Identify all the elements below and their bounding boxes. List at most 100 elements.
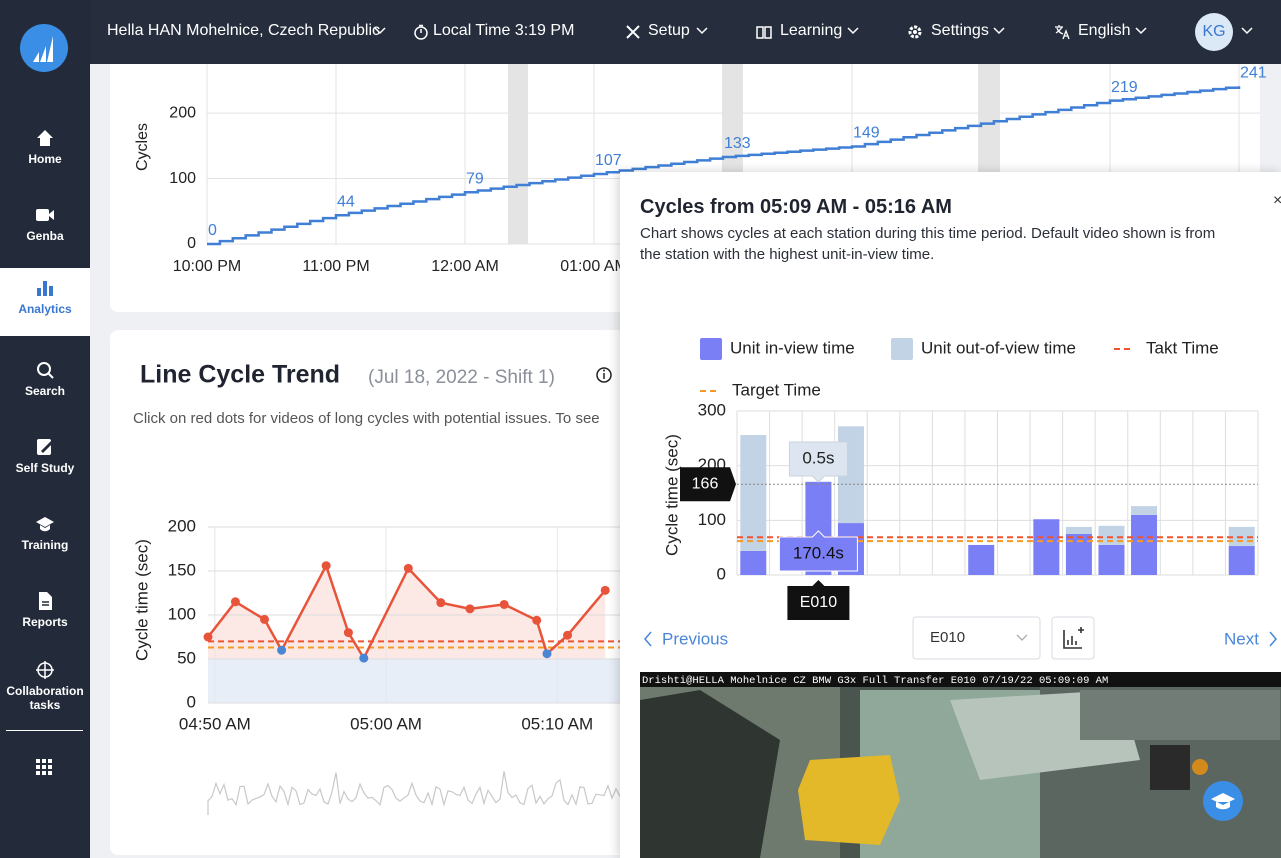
nav-analytics[interactable]: Analytics [0,268,90,336]
cycle-point[interactable] [532,615,542,625]
user-avatar[interactable]: KG [1195,13,1233,51]
cycles-panel: × Unit in-view time Unit out-of-view time… [620,172,1281,858]
cycle-point[interactable] [465,604,475,614]
sidebar: Home Genba Analytics Search Self Study T… [0,0,90,858]
data-label: 133 [724,135,751,152]
downtime-band [508,64,528,244]
y-tick-label: 50 [177,648,196,667]
nav-home[interactable]: Home [0,118,90,186]
cycle-point[interactable] [403,563,413,573]
cycle-point[interactable] [542,649,552,659]
menu-language[interactable]: English [1078,22,1131,39]
chevron [696,27,708,35]
nav-label: Self Study [15,461,75,475]
chart-button[interactable] [1051,616,1095,660]
tooltip-label: 0.5s [802,448,834,467]
card-description: Click on red dots for videos of long cyc… [133,410,600,427]
cycle-point[interactable] [260,614,269,624]
data-label: 79 [466,171,484,188]
cycle-point[interactable] [343,628,353,638]
video-overlay: Drishti@HELLA Mohelnice CZ BMW G3x Full … [642,675,1108,687]
trend-chart: 0 50 100 150 200 04:50 AM 05:00 AM 05:10 AM Cycl… [132,516,660,733]
setup-icon [626,25,640,39]
cycle-point[interactable] [359,653,369,663]
nav-label: Analytics [18,302,72,316]
bar-segment[interactable] [1033,519,1060,575]
nav-genba[interactable]: Genba [0,195,90,263]
card-title: Line Cycle Trend [140,361,340,389]
bar-segment[interactable] [1098,544,1125,575]
plant-selector[interactable]: Hella HAN Mohelnice, Czech Republic [107,22,381,39]
menu-setup[interactable]: Setup [648,22,690,39]
crosshair-tag [680,467,736,502]
cycle-point[interactable] [203,632,213,642]
next-button[interactable]: Next [1224,629,1277,648]
data-label: 0 [208,222,217,239]
bar-segment[interactable] [1065,526,1092,534]
bar-segment[interactable] [740,435,767,551]
panel-description: Chart shows cycles at each station durin… [640,225,1216,263]
x-tick-label: 11:00 PM [302,258,369,275]
topbar: Hella HAN Mohelnice, Czech Republic Loca… [90,0,1281,64]
legend-label: Target Time [732,380,821,399]
bar-segment[interactable] [968,544,995,575]
learning-icon [756,26,772,39]
cycle-point[interactable] [230,597,240,607]
y-tick-label: 100 [168,604,196,623]
overview-brush [207,771,621,815]
chevron [847,27,859,35]
nav-training[interactable]: Training [0,504,90,572]
local-time: Local Time 3:19 PM [433,22,575,39]
cycle-point[interactable] [600,585,610,595]
bar-segment[interactable] [1131,506,1158,515]
panel-canvas: × Unit in-view time Unit out-of-view time… [640,192,1281,858]
nav-self-study[interactable]: Self Study [0,427,90,495]
bar-segment[interactable] [1228,546,1255,575]
cycle-point[interactable] [321,561,331,571]
data-label: 107 [595,152,622,169]
nav-reports[interactable]: Reports [0,581,90,649]
tooltip-box [778,530,858,572]
legend-label: Unit in-view time [730,338,855,357]
nav-label: Collaboration tasks [6,684,84,712]
previous-label: Previous [662,629,728,648]
y-axis-label: Cycle time (sec) [132,539,151,661]
y-tick-label: 200 [168,516,196,535]
nav-label: Home [28,152,62,166]
x-tick-label: 01:00 AM [560,258,628,275]
chevron [1241,27,1253,35]
y-tick-label: 0 [187,235,196,252]
previous-button[interactable]: Previous [644,629,728,648]
close-button[interactable]: × [1273,192,1281,209]
cycle-point[interactable] [277,645,287,655]
info-icon[interactable] [596,367,612,383]
station-dropdown[interactable]: E010 [912,616,1041,660]
nav-label: Training [21,538,69,552]
nav-collaboration[interactable]: Collaboration tasks [0,650,90,718]
data-label: 241 [1240,64,1267,81]
panel-title: Cycles from 05:09 AM - 05:16 AM [640,196,952,218]
logo [20,24,68,72]
bar-segment[interactable] [1131,514,1158,575]
station-tag [787,580,850,620]
help-button[interactable] [1203,781,1243,821]
nav-search[interactable]: Search [0,350,90,418]
y-tick-label: 100 [698,510,726,529]
menu-settings[interactable]: Settings [931,22,989,39]
cycle-point[interactable] [499,599,509,609]
crosshair-label: 166 [692,475,719,492]
settings-icon [908,25,922,39]
nav-label: Search [24,384,66,398]
cycle-point[interactable] [436,598,446,608]
cycle-point[interactable] [563,630,573,640]
bar-segment[interactable] [740,550,767,575]
menu-learning[interactable]: Learning [780,22,843,39]
legend-swatch [700,338,722,360]
data-label: 44 [337,193,355,210]
video-player[interactable]: Drishti@HELLA Mohelnice CZ BMW G3x Full … [640,672,1281,858]
data-label: 219 [1111,79,1138,96]
apps-icon[interactable] [36,759,52,775]
y-tick-label: 0 [717,564,726,583]
data-label: 149 [853,125,880,142]
legend-swatch [891,338,913,360]
